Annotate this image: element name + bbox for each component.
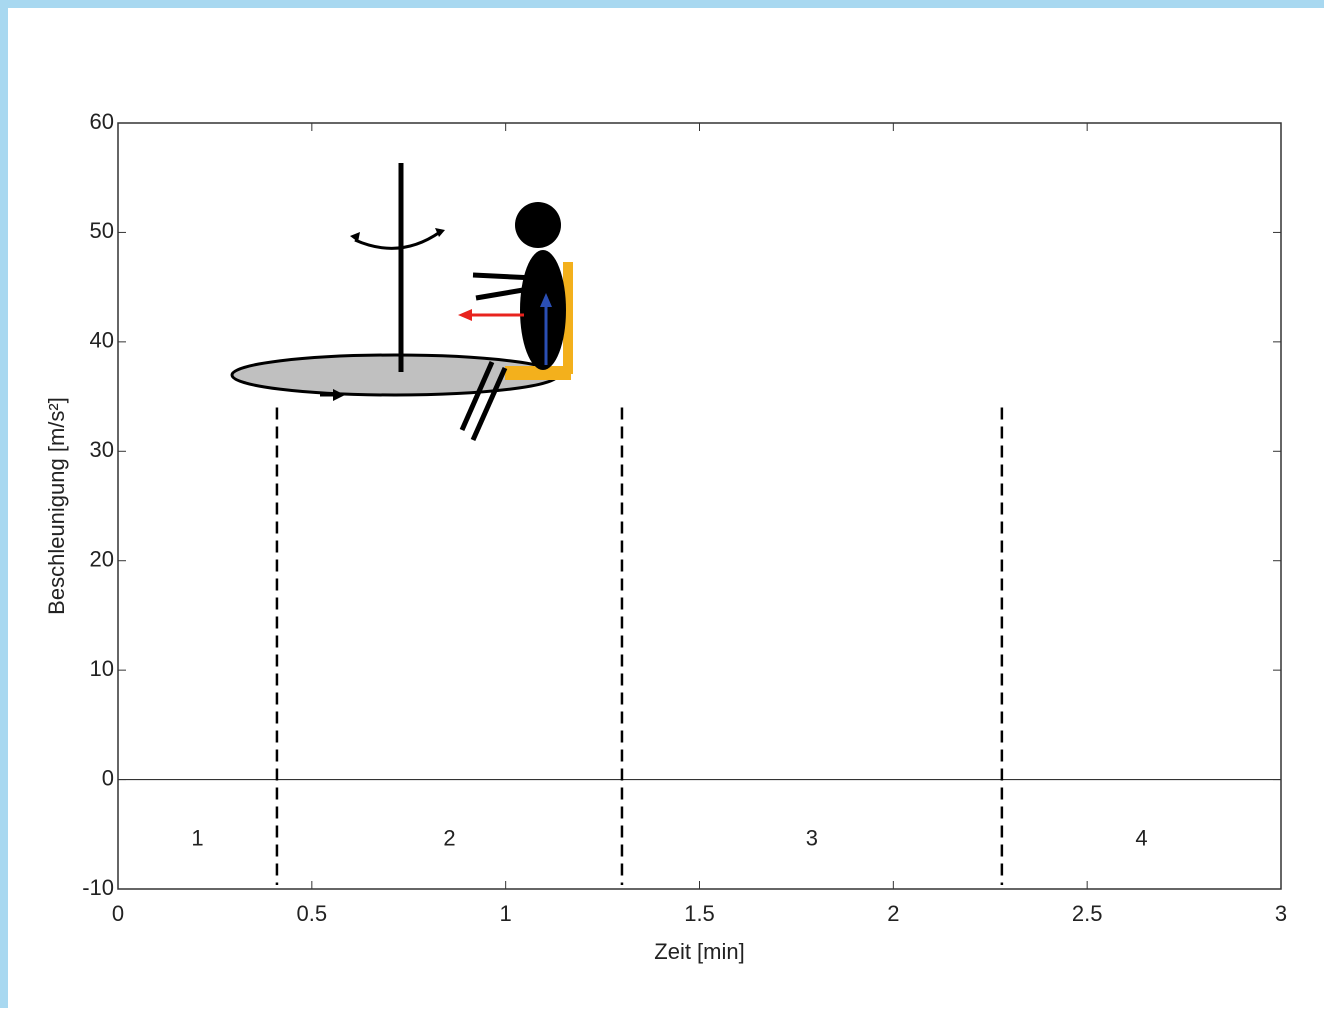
y-axis-title: Beschleunigung [m/s²] [44, 397, 69, 615]
phase-label: 1 [191, 826, 203, 851]
x-tick-label: 0 [112, 901, 124, 926]
x-tick-label: 2 [887, 901, 899, 926]
x-axis-title: Zeit [min] [654, 939, 744, 964]
x-tick-label: 2.5 [1072, 901, 1103, 926]
y-tick-label: 20 [90, 547, 114, 572]
y-tick-label: 10 [90, 656, 114, 681]
phase-label: 3 [806, 826, 818, 851]
x-tick-label: 3 [1275, 901, 1287, 926]
x-tick-label: 1 [500, 901, 512, 926]
x-tick-label: 0.5 [297, 901, 328, 926]
plot-area [118, 123, 1281, 889]
x-tick-label: 1.5 [684, 901, 715, 926]
y-tick-label: 50 [90, 218, 114, 243]
phase-label: 4 [1135, 826, 1147, 851]
phase-label: 2 [443, 826, 455, 851]
frame [4, 4, 1324, 1008]
y-tick-label: 40 [90, 328, 114, 353]
y-tick-label: 30 [90, 437, 114, 462]
y-tick-label: -10 [82, 875, 114, 900]
chart: -10010203040506000.511.522.53Zeit [min]B… [0, 0, 1324, 1008]
plot [118, 692, 1281, 780]
y-tick-label: 0 [102, 765, 114, 790]
illustration [232, 163, 573, 440]
y-tick-label: 60 [90, 109, 114, 134]
